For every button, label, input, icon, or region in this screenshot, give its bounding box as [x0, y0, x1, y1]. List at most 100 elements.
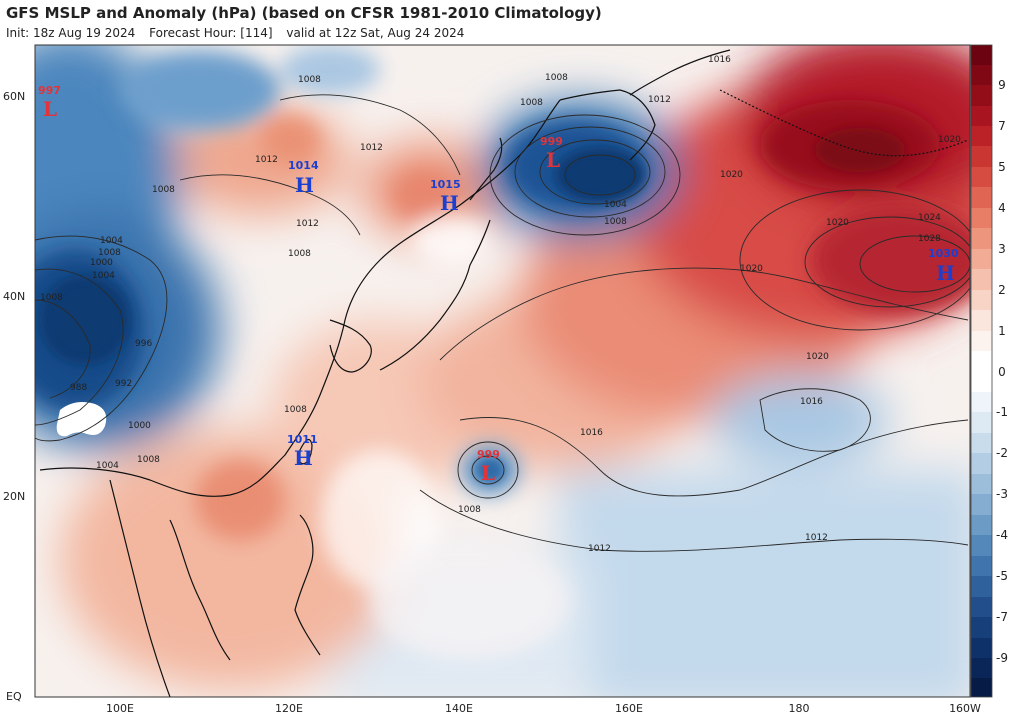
isobar-label: 1008: [98, 248, 121, 258]
map-title: GFS MSLP and Anomaly (hPa) (based on CFS…: [6, 4, 602, 22]
isobar-label: 996: [135, 339, 152, 349]
isobar-label: 1012: [588, 544, 611, 554]
isobar-label: 988: [70, 383, 87, 393]
high-center-letter: H: [294, 446, 313, 470]
isobar-label: 1008: [152, 185, 175, 195]
low-center: 999 L: [540, 135, 563, 172]
colorbar-swatch: [971, 433, 992, 453]
isobar-label: 1020: [740, 264, 763, 274]
lon-tick-label: 100E: [106, 702, 134, 715]
valid-time: valid at 12z Sat, Aug 24 2024: [286, 26, 465, 40]
coastlines: [39, 49, 969, 697]
colorbar-label: -1: [996, 405, 1008, 419]
isobar-label: 1008: [40, 293, 63, 303]
isobar-label: 1012: [805, 533, 828, 543]
isobar-label: 1004: [92, 271, 115, 281]
isobar-label: 1028: [918, 234, 941, 244]
isobar-label: 1012: [255, 155, 278, 165]
isobar-label: 1008: [458, 505, 481, 515]
isobar-label: 1012: [648, 95, 671, 105]
colorbar-swatch: [971, 617, 992, 638]
high-center-value: 1014: [288, 159, 319, 172]
colorbar-swatch: [971, 85, 992, 106]
high-center: 1030 H: [928, 247, 959, 285]
colorbar-swatch: [971, 597, 992, 617]
high-center-value: 1015: [430, 178, 461, 191]
high-center: 1014 H: [288, 159, 319, 197]
colorbar-label: 0: [998, 365, 1006, 379]
colorbar-label: -5: [996, 569, 1008, 583]
colorbar-swatch: [971, 351, 992, 392]
colorbar-swatch: [971, 167, 992, 187]
colorbar-swatch: [971, 412, 992, 433]
isobar-label: 1020: [806, 352, 829, 362]
colorbar: [970, 44, 993, 698]
colorbar-swatch: [971, 65, 992, 85]
isobar-label: 1024: [918, 213, 941, 223]
colorbar-swatch: [971, 392, 992, 412]
colorbar-swatch: [971, 474, 992, 494]
isobar-label: 1000: [128, 421, 151, 431]
colorbar-label: 4: [998, 201, 1006, 215]
colorbar-label: -4: [996, 528, 1008, 542]
low-center-letter: L: [481, 461, 495, 485]
isobar-label: 1008: [288, 249, 311, 259]
init-time: Init: 18z Aug 19 2024: [6, 26, 136, 40]
colorbar-label: 7: [998, 119, 1006, 133]
colorbar-swatch: [971, 45, 992, 65]
colorbar-swatch: [971, 515, 992, 535]
isobar-label: 1016: [800, 397, 823, 407]
isobar-label: 1020: [720, 170, 743, 180]
high-center-value: 1030: [928, 247, 959, 260]
lon-tick-label: 180: [789, 702, 810, 715]
colorbar-swatch: [971, 269, 992, 290]
isobar-label: 1004: [100, 236, 123, 246]
isobar-labels: 1008 1012 1008 1012 1008 1004 1008 1012 …: [40, 55, 961, 554]
low-center-value: 997: [38, 84, 61, 97]
high-center: 1015 H: [430, 178, 461, 215]
lat-tick-label: 20N: [3, 490, 25, 503]
colorbar-label: 2: [998, 283, 1006, 297]
high-center-letter: H: [440, 191, 459, 215]
map-frame: [34, 44, 971, 698]
low-center-value: 999: [540, 135, 563, 148]
isobar-label: 1008: [298, 75, 321, 85]
isobar-label: 992: [115, 379, 132, 389]
anomaly-field: [35, 45, 970, 697]
colorbar-swatch: [971, 535, 992, 556]
high-center-value: 1011: [287, 433, 318, 446]
isobar-label: 1020: [938, 135, 961, 145]
colorbar-swatch: [971, 228, 992, 249]
isobar-label: 1004: [96, 461, 119, 471]
colorbar-swatch: [971, 146, 992, 167]
isobar-label: 1020: [826, 218, 849, 228]
colorbar-label: 9: [998, 78, 1006, 92]
colorbar-label: -9: [996, 651, 1008, 665]
low-center-value: 999: [477, 448, 500, 461]
colorbar-swatch: [971, 576, 992, 597]
low-center-letter: L: [43, 97, 57, 121]
lon-tick-label: 120E: [275, 702, 303, 715]
high-center-letter: H: [295, 173, 314, 197]
isobar-label: 1008: [604, 217, 627, 227]
colorbar-labels: 9 7 5 4 3 2 1 0 -1 -2 -3 -4 -5 -7 -9: [996, 78, 1008, 665]
isobar-label: 1016: [580, 428, 603, 438]
colorbar-swatch: [971, 638, 992, 658]
colorbar-label: 5: [998, 160, 1006, 174]
colorbar-swatch: [971, 249, 992, 269]
colorbar-label: -3: [996, 487, 1008, 501]
longitude-ticks: 100E 120E 140E 160E 180 160W: [106, 702, 981, 715]
colorbar-label: 1: [998, 324, 1006, 338]
lon-tick-label: 160W: [949, 702, 981, 715]
colorbar-swatch: [971, 556, 992, 576]
colorbar-swatch: [971, 453, 992, 474]
high-center: 1011 H: [287, 433, 318, 470]
isobar-label: 1004: [604, 200, 627, 210]
colorbar-swatch: [971, 106, 992, 126]
colorbar-swatch: [971, 658, 992, 678]
colorbar-swatch: [971, 208, 992, 228]
isobar-label: 1008: [284, 405, 307, 415]
lat-tick-label: 60N: [3, 90, 25, 103]
low-center: 997 L: [38, 84, 61, 121]
isobar-label: 1012: [296, 219, 319, 229]
